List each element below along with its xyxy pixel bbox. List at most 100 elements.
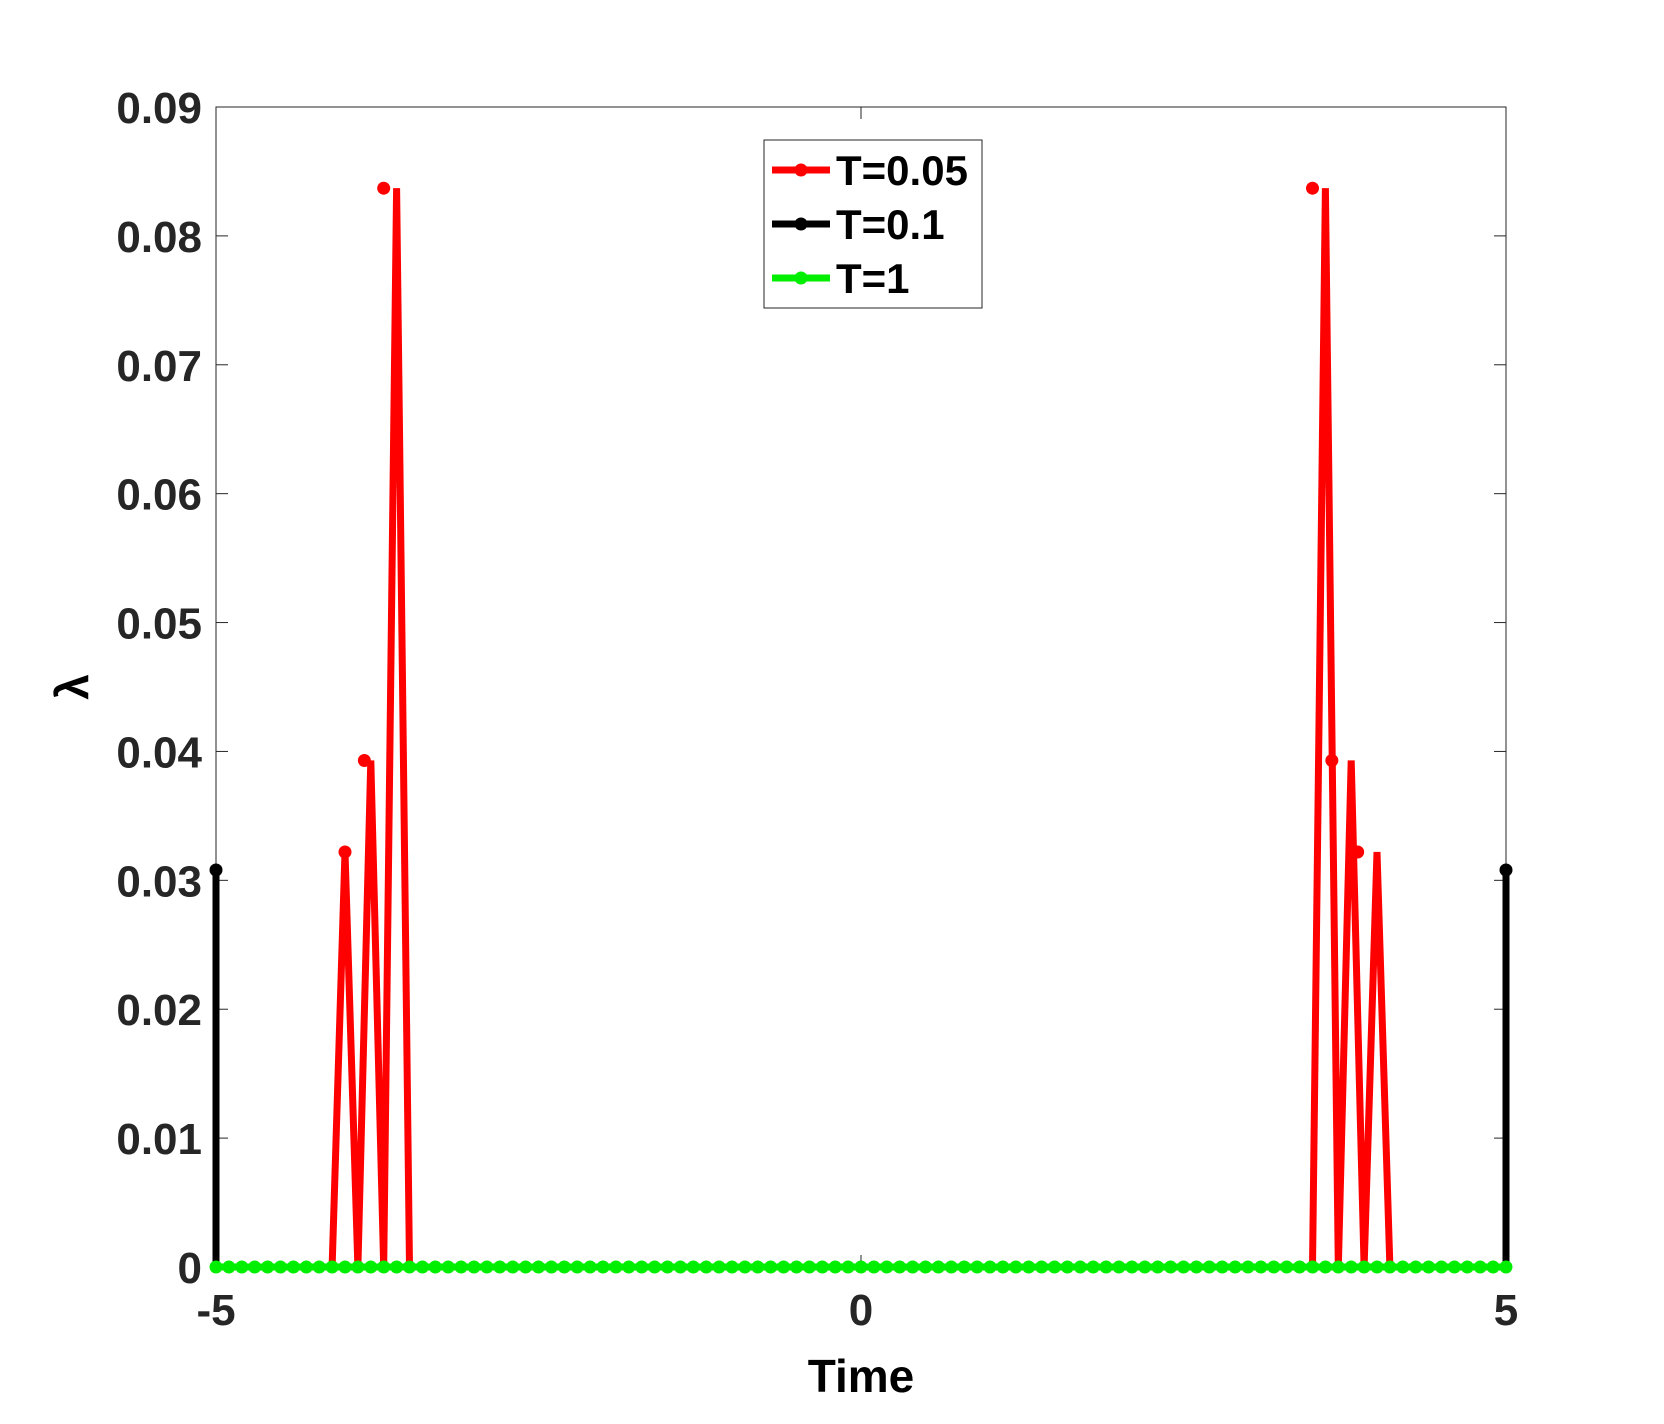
- data-point: [1473, 1260, 1487, 1274]
- data-point: [299, 1260, 313, 1274]
- legend-label: T=1: [836, 255, 910, 302]
- y-tick-label: 0: [178, 1244, 202, 1293]
- series-layer: [209, 181, 1513, 1274]
- data-point: [1370, 1260, 1384, 1274]
- data-point: [467, 1260, 481, 1274]
- data-point: [519, 1260, 533, 1274]
- y-tick-label: 0.09: [116, 84, 202, 133]
- data-point: [854, 1260, 868, 1274]
- x-tick-label: 5: [1494, 1286, 1518, 1335]
- legend-label: T=0.1: [836, 201, 945, 248]
- data-point: [557, 1260, 571, 1274]
- data-point: [648, 1260, 662, 1274]
- data-point: [493, 1260, 507, 1274]
- data-point: [673, 1260, 687, 1274]
- data-point: [286, 1260, 300, 1274]
- data-point: [777, 1260, 791, 1274]
- legend-marker: [794, 271, 808, 285]
- data-point: [312, 1260, 326, 1274]
- data-point: [1151, 1260, 1165, 1274]
- data-point: [931, 1260, 945, 1274]
- x-tick-label: -5: [196, 1286, 235, 1335]
- data-point: [274, 1260, 287, 1274]
- y-tick-label: 0.03: [116, 857, 202, 906]
- legend[interactable]: T=0.05 T=0.1 T=1: [763, 139, 983, 309]
- data-point: [725, 1260, 739, 1274]
- data-point: [1228, 1260, 1242, 1274]
- data-point: [1254, 1260, 1268, 1274]
- data-point: [1306, 1260, 1319, 1274]
- data-point: [415, 1260, 429, 1274]
- data-point: [1331, 1260, 1345, 1274]
- data-point: [996, 1260, 1010, 1274]
- data-point: [867, 1260, 881, 1274]
- data-point: [1280, 1260, 1294, 1274]
- data-point: [209, 863, 223, 877]
- y-tick-label: 0.01: [116, 1115, 202, 1164]
- data-point: [1447, 1260, 1461, 1274]
- data-point: [222, 1260, 236, 1274]
- data-point: [1293, 1260, 1307, 1274]
- data-point: [635, 1260, 649, 1274]
- data-point: [1267, 1260, 1281, 1274]
- data-point: [699, 1260, 713, 1274]
- axis-ticks: 00.010.020.030.040.050.060.070.080.09-5 0…: [116, 84, 1518, 1335]
- data-point: [357, 753, 371, 767]
- data-point: [1344, 1260, 1358, 1274]
- data-point: [1318, 1260, 1332, 1274]
- data-point: [1499, 863, 1513, 877]
- data-point: [1325, 753, 1339, 767]
- data-point: [583, 1260, 597, 1274]
- data-point: [1177, 1260, 1190, 1274]
- data-point: [764, 1260, 778, 1274]
- data-point: [1112, 1260, 1126, 1274]
- data-point: [532, 1260, 545, 1274]
- data-point: [1035, 1260, 1049, 1274]
- y-tick-label: 0.08: [116, 213, 202, 262]
- data-point: [338, 845, 352, 859]
- y-axis-label: λ: [46, 674, 98, 700]
- data-point: [506, 1260, 520, 1274]
- y-tick-label: 0.07: [116, 342, 202, 391]
- data-point: [893, 1260, 907, 1274]
- data-point: [480, 1260, 494, 1274]
- data-point: [351, 1260, 365, 1274]
- data-point: [261, 1260, 275, 1274]
- data-point: [403, 1260, 416, 1274]
- data-point: [1125, 1260, 1139, 1274]
- data-point: [1409, 1260, 1423, 1274]
- data-point: [957, 1260, 971, 1274]
- data-point: [1073, 1260, 1087, 1274]
- data-point: [570, 1260, 584, 1274]
- data-point: [1202, 1260, 1216, 1274]
- series-t-1: [209, 1260, 1513, 1274]
- data-point: [338, 1260, 352, 1274]
- data-point: [1022, 1260, 1036, 1274]
- data-point: [1048, 1260, 1061, 1274]
- data-point: [944, 1260, 958, 1274]
- data-point: [712, 1260, 726, 1274]
- data-point: [919, 1260, 932, 1274]
- data-point: [544, 1260, 558, 1274]
- data-point: [364, 1260, 378, 1274]
- data-point: [1435, 1260, 1448, 1274]
- data-point: [1241, 1260, 1255, 1274]
- data-point: [790, 1260, 803, 1274]
- data-point: [1099, 1260, 1113, 1274]
- data-point: [1460, 1260, 1474, 1274]
- data-point: [441, 1260, 455, 1274]
- data-point: [661, 1260, 674, 1274]
- data-point: [1009, 1260, 1023, 1274]
- data-point: [248, 1260, 262, 1274]
- y-tick-label: 0.06: [116, 471, 202, 520]
- data-point: [1351, 845, 1365, 859]
- data-point: [1306, 181, 1319, 195]
- data-point: [1189, 1260, 1203, 1274]
- data-point: [377, 181, 391, 195]
- data-point: [1499, 1260, 1513, 1274]
- legend-label: T=0.05: [836, 147, 968, 194]
- data-point: [609, 1260, 623, 1274]
- data-point: [377, 1260, 391, 1274]
- data-point: [983, 1260, 997, 1274]
